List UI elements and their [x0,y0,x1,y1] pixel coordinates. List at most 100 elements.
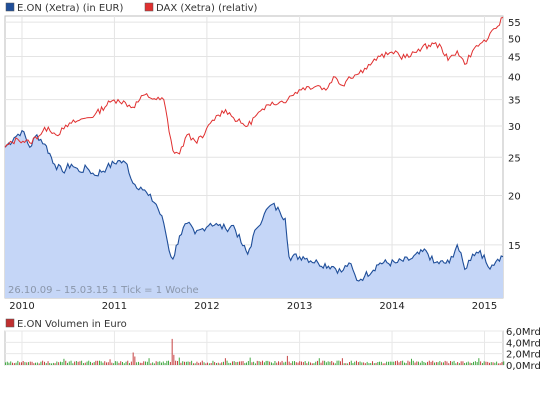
volume-bar [129,363,130,365]
volume-bar [60,361,61,365]
volume-bar [26,362,28,365]
y-tick-label: 15 [508,241,521,252]
volume-bar [84,362,86,365]
volume-bar [256,360,258,365]
volume-bar [492,362,494,365]
volume-bar [434,362,435,365]
volume-bar [315,361,317,365]
volume-bar [478,358,480,365]
volume-bar [189,361,191,365]
range-info-text: 26.10.09 – 15.03.15 1 Tick = 1 Woche [8,285,199,296]
volume-bar [104,361,106,365]
volume-bar [136,362,138,365]
eon-line [4,129,504,282]
volume-bar [386,361,388,365]
volume-bar [380,361,382,365]
volume-bar [501,362,503,365]
volume-bar [354,361,356,365]
volume-bar [90,361,91,365]
volume-bar [214,362,216,365]
volume-bar [219,363,221,365]
volume-bar [388,361,389,365]
volume-bar [196,361,198,365]
volume-bar [19,362,21,365]
volume-bar [240,361,242,365]
volume-bar [471,363,473,365]
volume-bar [134,356,136,365]
volume-bar [122,362,123,365]
volume-bar [54,363,56,365]
volume-bar [419,362,421,365]
volume-bar [169,362,171,365]
volume-bar [217,362,219,365]
volume-bar [418,361,419,365]
volume-bar [226,360,228,365]
volume-bar [132,352,134,365]
volume-bar [258,361,260,365]
volume-bar [36,362,38,365]
volume-bar [143,361,145,365]
volume-bar [70,360,72,365]
volume-bar [205,363,207,365]
volume-bar [379,361,380,365]
eon-area [5,130,503,298]
volume-bar [168,360,169,365]
volume-bar [138,361,139,365]
volume-bar [166,360,168,365]
volume-bar [485,361,487,365]
x-tick-label: 2010 [9,301,34,312]
volume-bar [118,362,120,365]
volume-bar [194,363,196,365]
volume-bar [455,363,457,365]
volume-bar [430,361,432,365]
volume-bar [292,361,294,365]
volume-bar [237,361,239,365]
volume-bar [364,363,366,365]
volume-bar [503,361,505,365]
y-tick-label: 25 [508,153,521,164]
volume-bar [352,363,354,365]
volume-bar [286,355,288,365]
volume-bar [341,358,343,365]
volume-bar [8,362,10,365]
volume-bar [159,361,161,365]
volume-bar [21,362,22,365]
volume-bar [125,361,127,365]
volume-bar [474,361,476,365]
volume-bar [177,361,178,365]
volume-bar [402,360,404,365]
volume-bar [310,362,311,365]
volume-bar [139,362,141,365]
volume-bar [421,360,423,365]
volume-bar [24,362,26,365]
volume-bar [141,362,143,365]
volume-bar [441,362,443,365]
volume-bar [58,362,60,365]
volume-bar [325,362,327,365]
volume-bar [77,361,79,365]
volume-bar [210,363,212,365]
volume-bar [171,338,173,365]
volume-bar [161,362,162,365]
volume-bar [458,363,460,365]
volume-bar [437,362,439,365]
volume-bar [375,362,377,365]
volume-bar [155,361,157,365]
volume-bar [148,358,150,365]
volume-bar [152,362,154,365]
volume-bar [317,360,318,365]
y-tick-label: 40 [508,73,521,84]
volume-bar [17,360,19,365]
volume-bar [338,360,340,365]
volume-bar [263,362,265,365]
volume-bar [232,361,233,365]
volume-bar [35,362,36,365]
volume-bar [146,361,148,365]
volume-y-tick-label: 4,0Mrd [506,338,541,349]
volume-bar [331,361,333,365]
volume-bar [451,361,453,365]
dax-line [4,17,504,155]
volume-bar [473,361,474,365]
volume-bar [497,363,499,365]
